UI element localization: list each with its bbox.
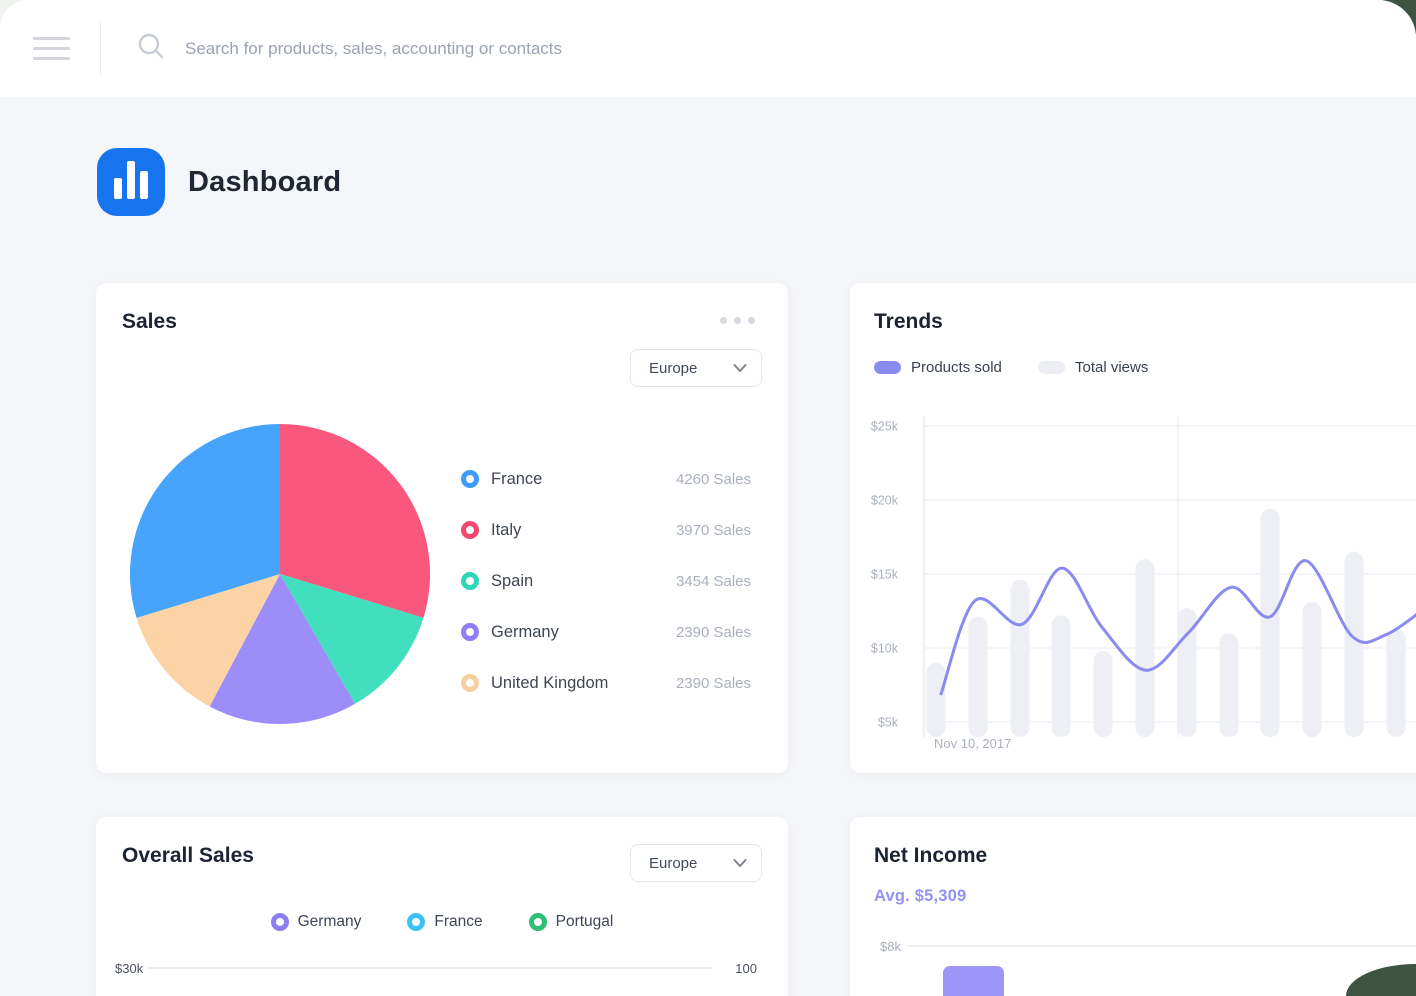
search-icon <box>137 32 165 65</box>
legend-item-france: France <box>407 913 483 931</box>
trends-card: Trends Products sold Total views $25k $20… <box>850 283 1416 773</box>
search-bar <box>137 32 1416 65</box>
svg-text:$20k: $20k <box>871 494 899 508</box>
sales-pie-chart <box>129 424 431 724</box>
legend-label: France <box>434 913 483 930</box>
topbar-divider <box>100 21 101 76</box>
legend-label: Portugal <box>555 913 614 930</box>
trends-legend: Products sold Total views <box>874 359 1416 379</box>
chevron-down-icon <box>733 364 747 372</box>
legend-item-total-views: Total views <box>1038 359 1148 376</box>
chevron-down-icon <box>733 859 747 867</box>
topbar <box>0 0 1416 97</box>
overall-sales-card-title: Overall Sales <box>122 844 254 867</box>
legend-ring-icon <box>461 572 479 590</box>
legend-ring-icon <box>461 521 479 539</box>
x-axis-tick-label: 100 <box>735 961 757 976</box>
sales-card-title: Sales <box>122 310 177 333</box>
net-income-bar <box>943 966 1004 996</box>
legend-item-products-sold: Products sold <box>874 359 1002 376</box>
legend-label: Germany <box>491 622 559 641</box>
legend-label: United Kingdom <box>491 673 609 692</box>
overall-region-select[interactable]: Europe <box>630 844 762 882</box>
legend-value: 3454 Sales <box>675 572 751 590</box>
svg-text:$5k: $5k <box>878 716 899 730</box>
y-axis-tick-label: $30k <box>115 961 144 976</box>
legend-ring-icon <box>407 913 426 931</box>
legend-ring-icon <box>461 623 479 641</box>
overall-region-select-value: Europe <box>649 854 698 872</box>
overall-sales-legend: Germany France Portugal <box>96 913 788 931</box>
svg-text:$15k: $15k <box>871 568 899 582</box>
legend-ring-icon <box>461 470 479 488</box>
svg-text:$25k: $25k <box>871 420 899 434</box>
trends-card-title: Trends <box>874 310 943 333</box>
search-input[interactable] <box>185 38 1416 59</box>
legend-pill-icon <box>1038 361 1065 374</box>
legend-ring-icon <box>461 674 479 692</box>
kebab-menu-icon[interactable] <box>720 317 755 324</box>
sales-card: Sales Europe France 4260 Sales Italy 397… <box>96 283 788 773</box>
legend-ring-icon <box>270 913 289 931</box>
page-header: Dashboard <box>97 148 341 216</box>
axis-line <box>907 945 1416 947</box>
legend-item-italy: Italy 3970 Sales <box>461 518 751 542</box>
overall-sales-card: Overall Sales Europe Germany France <box>96 817 788 996</box>
hamburger-menu-icon[interactable] <box>33 37 70 60</box>
trends-chart: $25k $20k $15k $10k $5k Nov 10, 2017 <box>871 416 1416 751</box>
dashboard-app-icon <box>97 148 165 216</box>
legend-label: Total views <box>1075 359 1149 376</box>
legend-value: 4260 Sales <box>675 470 751 488</box>
net-income-card: Net Income Avg. $5,309 $8k <box>850 817 1416 996</box>
legend-value: 3970 Sales <box>675 521 751 539</box>
legend-ring-icon <box>528 913 547 931</box>
legend-label: Germany <box>297 913 362 930</box>
legend-label: Italy <box>491 520 522 539</box>
y-axis-tick-label: $8k <box>880 939 901 954</box>
legend-label: Spain <box>491 571 534 590</box>
legend-label: Products sold <box>911 359 1002 376</box>
legend-item-germany: Germany <box>270 913 362 931</box>
page-title: Dashboard <box>188 165 342 198</box>
sales-region-select-value: Europe <box>649 359 698 377</box>
legend-pill-icon <box>874 361 901 374</box>
legend-item-united-kingdom: United Kingdom 2390 Sales <box>461 671 751 695</box>
legend-value: 2390 Sales <box>675 623 751 641</box>
svg-text:Nov 10, 2017: Nov 10, 2017 <box>934 736 1011 751</box>
net-income-average: Avg. $5,309 <box>874 887 967 905</box>
legend-item-spain: Spain 3454 Sales <box>461 569 751 593</box>
legend-value: 2390 Sales <box>675 674 751 692</box>
legend-item-france: France 4260 Sales <box>461 467 751 491</box>
legend-item-germany: Germany 2390 Sales <box>461 620 751 644</box>
axis-line <box>148 967 712 969</box>
net-income-card-title: Net Income <box>874 844 988 867</box>
sales-region-select[interactable]: Europe <box>630 349 762 387</box>
legend-item-portugal: Portugal <box>528 913 614 931</box>
svg-text:$10k: $10k <box>871 642 899 656</box>
legend-label: France <box>491 469 543 488</box>
